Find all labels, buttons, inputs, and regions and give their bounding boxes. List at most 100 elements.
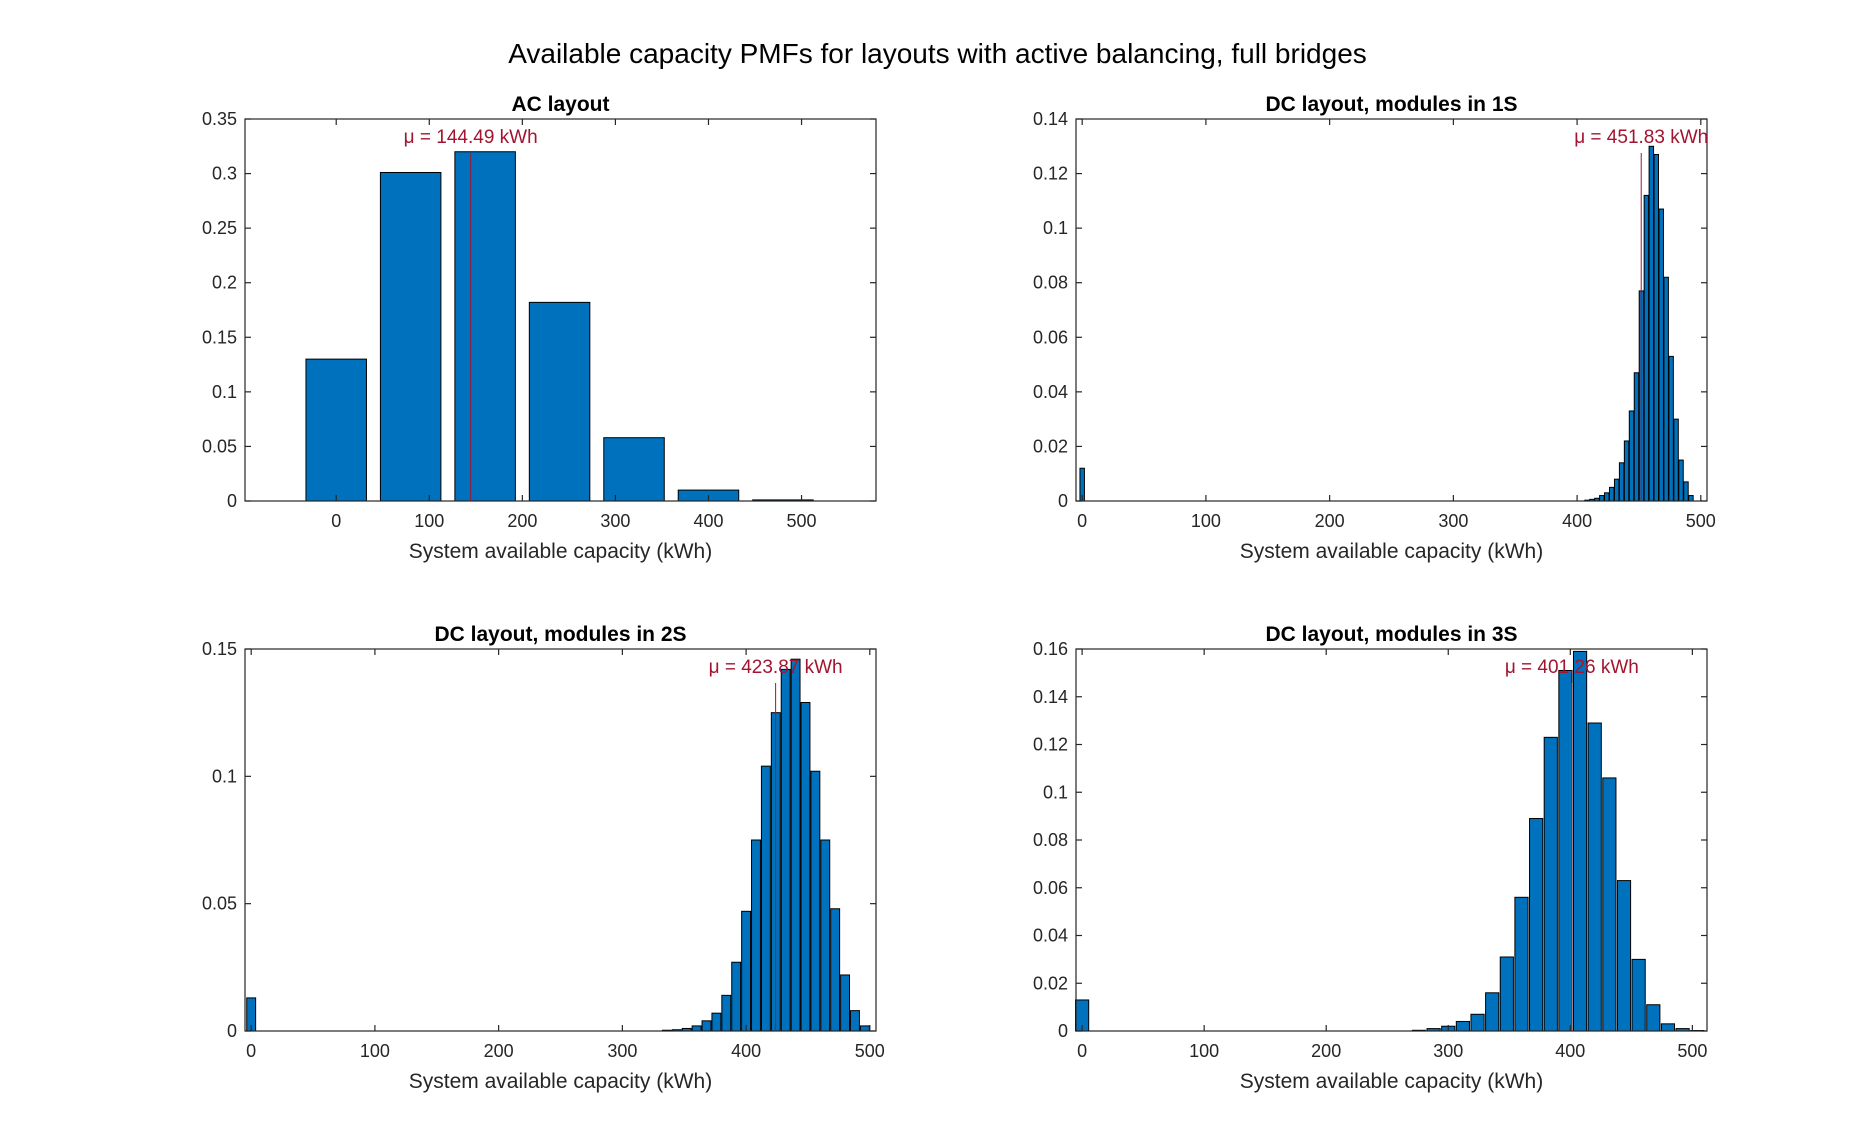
mean-label: μ = 401.26 kWh (1505, 657, 1639, 678)
x-tick-label: 100 (360, 1041, 390, 1061)
bar (1485, 992, 1500, 1032)
x-axis-label: System available capacity (kWh) (1240, 1070, 1543, 1093)
bar (528, 301, 591, 502)
y-tick-label: 0.06 (1033, 327, 1068, 347)
y-tick-label: 0.02 (1033, 973, 1068, 993)
bar (1455, 1020, 1470, 1032)
y-tick-label: 0.16 (1033, 639, 1068, 659)
x-tick-label: 200 (484, 1041, 514, 1061)
x-tick-label: 400 (1562, 511, 1592, 531)
bar (859, 1025, 870, 1032)
x-tick-label: 0 (331, 511, 341, 531)
y-tick-label: 0.35 (202, 109, 237, 129)
subplot-title: DC layout, modules in 2S (434, 623, 686, 646)
bar (1683, 481, 1689, 502)
y-tick-label: 0.05 (202, 436, 237, 456)
y-tick-label: 0 (227, 491, 237, 511)
axes-frame (244, 648, 877, 1032)
y-tick-label: 0.1 (1043, 782, 1068, 802)
bar (741, 910, 752, 1032)
y-tick-label: 0 (227, 1021, 237, 1041)
bar (850, 1010, 860, 1032)
x-tick-label: 0 (1077, 511, 1087, 531)
bar (760, 765, 771, 1032)
x-tick-label: 200 (1311, 1041, 1341, 1061)
bar (780, 668, 791, 1032)
bar (305, 358, 367, 502)
bar (701, 1020, 712, 1032)
bar (1604, 492, 1610, 502)
bar (1618, 462, 1625, 502)
x-axis-label: System available capacity (kWh) (409, 1070, 712, 1093)
y-tick-label: 0.2 (212, 273, 237, 293)
x-tick-label: 200 (1315, 511, 1345, 531)
y-tick-label: 0.25 (202, 218, 237, 238)
x-axis-label: System available capacity (kWh) (1240, 540, 1543, 563)
subplot-ac-layout: 0 100 200 300 400 500 0 0.05 0.1 0.15 0.2 0.25 0.3 0.… (202, 93, 877, 563)
bar (1499, 956, 1514, 1032)
bar (751, 839, 761, 1032)
x-tick-label: 100 (414, 511, 444, 531)
mean-label: μ = 144.49 kWh (404, 127, 538, 148)
bar (691, 1025, 702, 1032)
subplot-dc-2s: 0 100 200 300 400 500 0 0.05 0.1 0.15 DC layout, m… (202, 623, 885, 1093)
subplot-dc-1s: 0 100 200 300 400 500 0 0.02 0.04 0.06 0.08 0.1 0.12… (1033, 93, 1716, 563)
y-tick-label: 0.14 (1033, 109, 1068, 129)
subplot-title: DC layout, modules in 1S (1265, 93, 1517, 116)
figure-title: Available capacity PMFs for layouts with… (508, 38, 1367, 69)
x-tick-label: 300 (600, 511, 630, 531)
x-tick-label: 400 (693, 511, 723, 531)
bar (731, 961, 742, 1032)
y-tick-label: 0.15 (202, 639, 237, 659)
x-tick-label: 0 (1077, 1041, 1087, 1061)
y-tick-label: 0.14 (1033, 687, 1068, 707)
bar (1633, 372, 1640, 502)
x-tick-label: 100 (1189, 1041, 1219, 1061)
bar (1646, 1004, 1661, 1032)
y-tick-label: 0.08 (1033, 830, 1068, 850)
y-tick-label: 0.08 (1033, 273, 1068, 293)
y-tick-label: 0.3 (212, 164, 237, 184)
x-tick-label: 500 (1686, 511, 1716, 531)
bar (840, 974, 851, 1032)
bar (1543, 736, 1558, 1032)
bar (1470, 1013, 1485, 1032)
bar (1660, 1023, 1676, 1032)
bar (1631, 958, 1646, 1032)
bar (820, 839, 831, 1032)
x-tick-label: 300 (1433, 1041, 1463, 1061)
x-tick-label: 300 (1438, 511, 1468, 531)
y-tick-label: 0.1 (1043, 218, 1068, 238)
bar (1648, 145, 1655, 502)
x-tick-label: 500 (787, 511, 817, 531)
bar (721, 994, 732, 1032)
bar (603, 437, 665, 502)
y-tick-label: 0 (1058, 491, 1068, 511)
y-tick-label: 0.05 (202, 894, 237, 914)
bar (1653, 153, 1659, 502)
y-tick-label: 0.04 (1033, 926, 1068, 946)
y-tick-label: 0.04 (1033, 382, 1068, 402)
subplot-title: AC layout (511, 93, 609, 116)
bar (800, 701, 811, 1032)
x-tick-label: 0 (246, 1041, 256, 1061)
bar (711, 1012, 722, 1032)
subplot-dc-3s: 0 100 200 300 400 500 0 0.02 0.04 0.06 0.08 0.1 0.12… (1033, 623, 1708, 1093)
bar (1572, 650, 1588, 1032)
bar (1673, 418, 1679, 502)
bar (1616, 880, 1632, 1032)
bar (379, 171, 442, 502)
mean-label: μ = 423.87 kWh (709, 657, 843, 678)
y-tick-label: 0.1 (212, 766, 237, 786)
x-axis-label: System available capacity (kWh) (409, 540, 712, 563)
bar (454, 151, 516, 502)
bar (1514, 896, 1529, 1032)
bar (1609, 486, 1615, 502)
y-tick-label: 0.12 (1033, 735, 1068, 755)
x-tick-label: 100 (1191, 511, 1221, 531)
axes-frame (244, 118, 877, 502)
bar (1678, 459, 1684, 502)
y-tick-label: 0.15 (202, 327, 237, 347)
bar (1602, 777, 1617, 1032)
